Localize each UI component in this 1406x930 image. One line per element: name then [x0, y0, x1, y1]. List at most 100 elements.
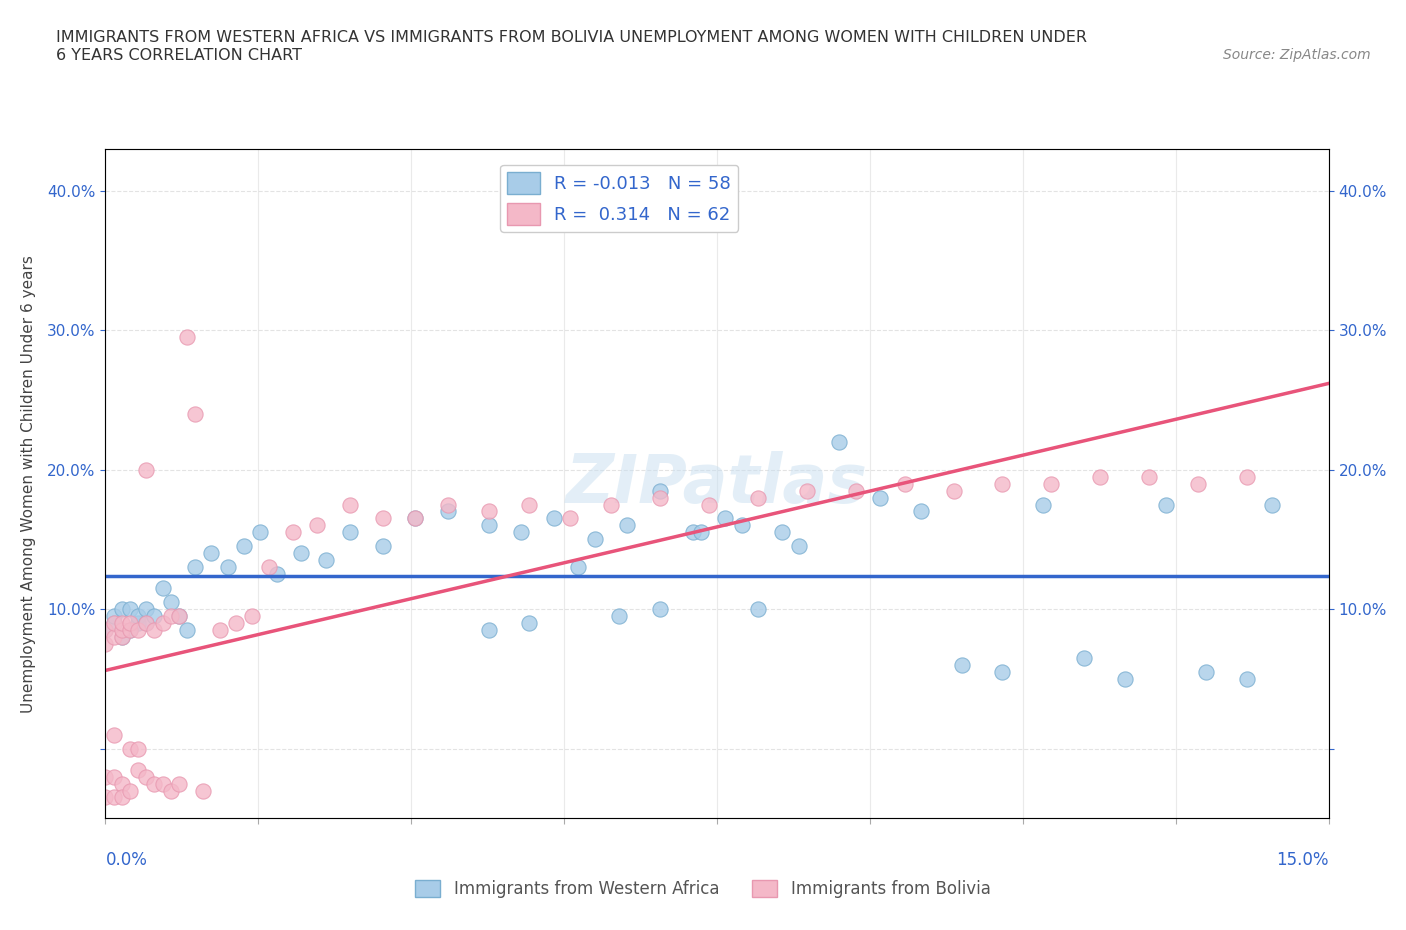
Point	[607, 609, 630, 624]
Point	[991, 476, 1014, 491]
Point	[118, 623, 141, 638]
Point	[910, 504, 932, 519]
Point	[103, 616, 125, 631]
Text: ZIPatlas: ZIPatlas	[567, 451, 868, 516]
Point	[135, 616, 157, 631]
Point	[103, 769, 125, 784]
Point	[217, 560, 239, 575]
Point	[893, 476, 915, 491]
Point	[135, 462, 157, 477]
Point	[176, 623, 198, 638]
Point	[1114, 671, 1136, 686]
Point	[193, 783, 215, 798]
Point	[94, 769, 117, 784]
Point	[152, 580, 174, 596]
Point	[787, 539, 810, 554]
Point	[257, 560, 280, 575]
Point	[1154, 498, 1177, 512]
Point	[184, 406, 207, 421]
Point	[478, 518, 501, 533]
Point	[437, 504, 460, 519]
Point	[339, 498, 361, 512]
Point	[184, 560, 207, 575]
Point	[176, 330, 198, 345]
Text: IMMIGRANTS FROM WESTERN AFRICA VS IMMIGRANTS FROM BOLIVIA UNEMPLOYMENT AMONG WOM: IMMIGRANTS FROM WESTERN AFRICA VS IMMIGR…	[56, 30, 1087, 45]
Point	[208, 623, 231, 638]
Point	[94, 637, 117, 652]
Point	[94, 623, 117, 638]
Point	[437, 498, 460, 512]
Point	[648, 484, 671, 498]
Point	[200, 546, 222, 561]
Legend: R = -0.013   N = 58, R =  0.314   N = 62: R = -0.013 N = 58, R = 0.314 N = 62	[501, 165, 738, 232]
Point	[111, 776, 134, 790]
Point	[233, 539, 256, 554]
Point	[103, 630, 125, 644]
Point	[339, 525, 361, 540]
Point	[111, 790, 134, 805]
Text: 15.0%: 15.0%	[1277, 851, 1329, 870]
Point	[127, 741, 149, 756]
Point	[159, 609, 181, 624]
Point	[111, 630, 134, 644]
Point	[478, 504, 501, 519]
Point	[371, 539, 394, 554]
Point	[689, 525, 711, 540]
Point	[103, 609, 125, 624]
Point	[510, 525, 533, 540]
Y-axis label: Unemployment Among Women with Children Under 6 years: Unemployment Among Women with Children U…	[21, 255, 37, 712]
Point	[103, 790, 125, 805]
Text: Source: ZipAtlas.com: Source: ZipAtlas.com	[1223, 48, 1371, 62]
Point	[118, 602, 141, 617]
Point	[266, 567, 288, 582]
Point	[249, 525, 271, 540]
Point	[583, 532, 606, 547]
Point	[159, 783, 181, 798]
Point	[1040, 476, 1063, 491]
Point	[1236, 470, 1258, 485]
Point	[1236, 671, 1258, 686]
Point	[103, 616, 125, 631]
Point	[290, 546, 312, 561]
Point	[560, 512, 582, 526]
Point	[404, 512, 426, 526]
Point	[1032, 498, 1054, 512]
Point	[111, 623, 134, 638]
Point	[1195, 665, 1218, 680]
Point	[118, 741, 141, 756]
Point	[1073, 651, 1095, 666]
Point	[730, 518, 752, 533]
Point	[315, 552, 337, 567]
Point	[167, 609, 190, 624]
Point	[127, 616, 149, 631]
Point	[307, 518, 329, 533]
Point	[950, 658, 973, 672]
Text: 0.0%: 0.0%	[105, 851, 148, 870]
Point	[111, 630, 134, 644]
Point	[135, 616, 157, 631]
Point	[167, 609, 190, 624]
Point	[747, 602, 769, 617]
Point	[567, 560, 589, 575]
Point	[869, 490, 891, 505]
Point	[135, 602, 157, 617]
Point	[225, 616, 247, 631]
Point	[697, 498, 720, 512]
Point	[1260, 498, 1282, 512]
Point	[152, 776, 174, 790]
Point	[143, 776, 166, 790]
Point	[404, 512, 426, 526]
Point	[682, 525, 704, 540]
Point	[942, 484, 965, 498]
Point	[845, 484, 868, 498]
Point	[1137, 470, 1160, 485]
Point	[519, 616, 541, 631]
Point	[127, 763, 149, 777]
Point	[519, 498, 541, 512]
Point	[111, 602, 134, 617]
Point	[111, 616, 134, 631]
Point	[747, 490, 769, 505]
Point	[371, 512, 394, 526]
Point	[152, 616, 174, 631]
Point	[94, 623, 117, 638]
